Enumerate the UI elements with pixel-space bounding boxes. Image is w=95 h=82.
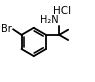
Text: H₂N: H₂N xyxy=(40,15,58,25)
Text: Br: Br xyxy=(1,24,12,34)
Text: HCl: HCl xyxy=(53,6,71,16)
